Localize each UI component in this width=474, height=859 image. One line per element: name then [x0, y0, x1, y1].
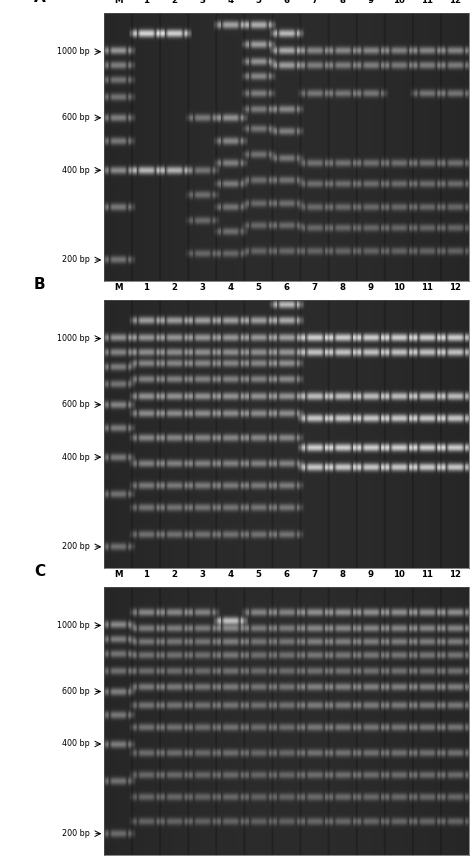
- Text: 9: 9: [368, 283, 374, 292]
- Text: 1: 1: [144, 0, 149, 5]
- Text: 12: 12: [449, 570, 461, 579]
- Text: 1: 1: [144, 283, 149, 292]
- Text: M: M: [114, 570, 123, 579]
- Text: 200 bp: 200 bp: [63, 255, 90, 265]
- Text: 400 bp: 400 bp: [63, 166, 90, 174]
- Text: 10: 10: [393, 0, 405, 5]
- Text: 10: 10: [393, 570, 405, 579]
- Text: 11: 11: [421, 283, 433, 292]
- Text: 3: 3: [200, 570, 206, 579]
- Text: A: A: [34, 0, 46, 5]
- Text: 8: 8: [340, 570, 346, 579]
- Text: 10: 10: [393, 283, 405, 292]
- Text: 400 bp: 400 bp: [63, 453, 90, 461]
- Text: 6: 6: [284, 283, 290, 292]
- Text: 7: 7: [312, 0, 318, 5]
- Text: 1: 1: [144, 570, 149, 579]
- Text: 8: 8: [340, 0, 346, 5]
- Text: 2: 2: [172, 570, 177, 579]
- Text: 4: 4: [228, 0, 234, 5]
- Text: C: C: [34, 564, 46, 579]
- Text: 4: 4: [228, 283, 234, 292]
- Text: 2: 2: [172, 283, 177, 292]
- Text: 11: 11: [421, 570, 433, 579]
- Text: 200 bp: 200 bp: [63, 829, 90, 838]
- Text: M: M: [114, 283, 123, 292]
- Text: 200 bp: 200 bp: [63, 542, 90, 551]
- Text: 7: 7: [312, 570, 318, 579]
- Text: 5: 5: [256, 283, 262, 292]
- Text: 600 bp: 600 bp: [63, 400, 90, 409]
- Text: 6: 6: [284, 0, 290, 5]
- Text: 400 bp: 400 bp: [63, 740, 90, 748]
- Text: 600 bp: 600 bp: [63, 687, 90, 696]
- Text: 3: 3: [200, 283, 206, 292]
- Text: 12: 12: [449, 283, 461, 292]
- Text: M: M: [114, 0, 123, 5]
- Text: 3: 3: [200, 0, 206, 5]
- Text: 1000 bp: 1000 bp: [57, 621, 90, 630]
- Text: 8: 8: [340, 283, 346, 292]
- Text: 2: 2: [172, 0, 177, 5]
- Text: 7: 7: [312, 283, 318, 292]
- Text: 9: 9: [368, 570, 374, 579]
- Text: 12: 12: [449, 0, 461, 5]
- Text: 1000 bp: 1000 bp: [57, 47, 90, 56]
- Text: 9: 9: [368, 0, 374, 5]
- Text: 5: 5: [256, 570, 262, 579]
- Text: 5: 5: [256, 0, 262, 5]
- Text: 1000 bp: 1000 bp: [57, 334, 90, 343]
- Text: B: B: [34, 277, 46, 292]
- Text: 11: 11: [421, 0, 433, 5]
- Text: 4: 4: [228, 570, 234, 579]
- Text: 600 bp: 600 bp: [63, 113, 90, 122]
- Text: 6: 6: [284, 570, 290, 579]
